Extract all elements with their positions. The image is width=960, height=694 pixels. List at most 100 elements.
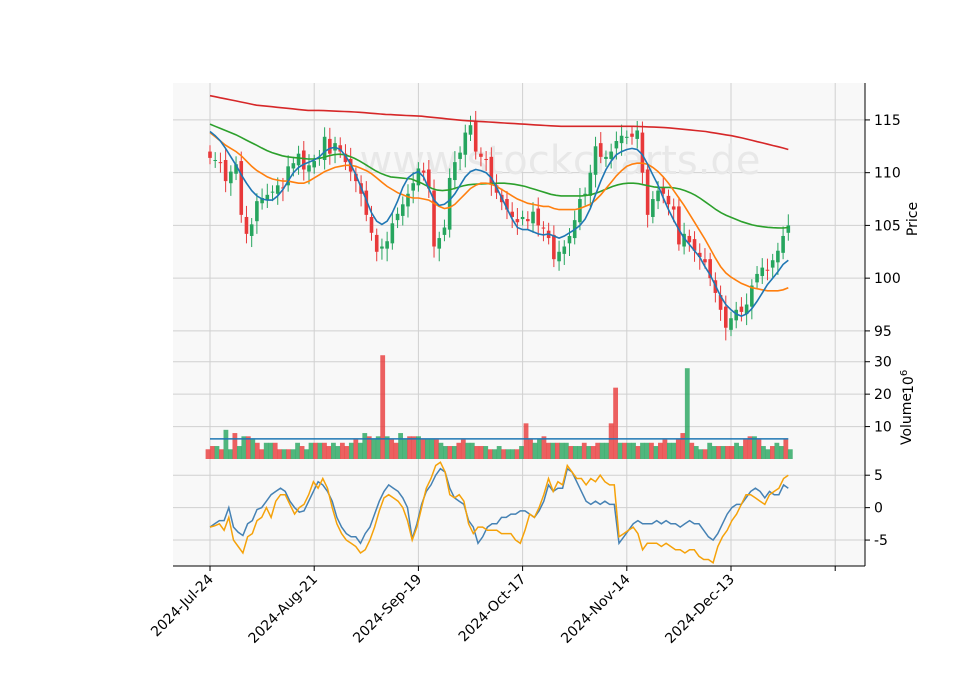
candle-body [718,295,723,310]
candle-body [312,161,316,168]
volume-bar [254,442,260,459]
volume-bar [339,442,345,459]
volume-bar [662,439,668,459]
volume-bar [747,436,753,459]
volume-bar [407,436,412,459]
volume-bar [554,442,560,459]
volume-bar [335,446,341,459]
volume-tick-label: 20 [874,387,892,403]
price-axis-label: Price [905,202,921,236]
volume-bar [684,368,690,459]
volume-bar [420,439,426,459]
candle-body [567,235,572,244]
candle-body [463,132,468,155]
volume-bar [689,442,695,459]
candle-body [301,150,306,170]
volume-bar [720,446,726,459]
candle-body [651,199,655,217]
candle-body [687,235,692,243]
price-tick-label: 100 [874,271,901,287]
candle-body [390,223,395,244]
candle-body [275,185,280,194]
volume-bar [756,439,762,459]
volume-bar [626,442,632,459]
volume-bar [469,442,475,459]
volume-bar [604,442,610,459]
candle-body [723,306,728,328]
candle-body [666,195,671,205]
volume-bar [698,449,704,459]
candle-body [229,171,233,184]
volume-bar [393,442,399,459]
volume-bar [460,439,466,459]
volume-bar [496,446,502,459]
volume-bar [371,439,377,459]
volume-bar [716,446,722,459]
volume-bar [729,446,735,459]
candle-body [531,211,535,224]
candle-body [395,213,400,221]
volume-bar [778,446,784,459]
volume-bar [559,442,565,459]
candle-body [515,219,520,223]
volume-bar [693,446,699,459]
osc-tick-label: 5 [874,468,883,484]
ma-long-line [209,94,789,151]
volume-bar [640,442,645,459]
candle-body [692,239,697,251]
candle-body [385,241,389,249]
candle-body [239,161,244,215]
candle-body [671,206,676,210]
volume-bar [541,436,547,459]
candle-body [697,252,702,258]
candle-body [447,177,452,230]
candle-body [557,251,561,262]
volume-tick-label: 30 [874,355,892,371]
volume-bar [761,446,766,459]
volume-bar [738,446,744,459]
volume-bar [550,442,556,459]
volume-bar [707,442,713,459]
volume-bar [214,446,220,459]
volume-bar [702,449,708,459]
candle-body [786,225,791,233]
x-tick-label: 2024-Aug-21 [246,572,321,647]
volume-bar [644,442,650,459]
candle-body [218,162,223,164]
candle-body [479,153,483,157]
volume-multiplier: 106 [899,370,917,394]
candle-body [291,163,296,169]
candle-body [427,169,431,189]
volume-bar [622,442,627,459]
candle-body [234,164,238,174]
volume-bar [317,442,323,459]
candle-body [520,216,525,220]
volume-bar [725,446,730,459]
candle-body [770,260,775,268]
volume-bar [666,442,672,459]
candle-body [307,165,311,172]
candle-body [536,208,541,226]
candle-body [598,143,603,157]
volume-bar [232,433,238,459]
volume-bar [608,423,614,459]
candle-body [510,211,514,217]
price-panel [173,83,865,352]
candle-body [442,227,447,235]
candle-body [588,172,593,196]
volume-bar [380,355,386,459]
volume-bar [245,436,251,459]
candle-body [593,146,598,175]
volume-bar [447,446,453,459]
candle-body [614,141,619,149]
candle-body [437,238,442,249]
candle-body [374,234,379,252]
volume-bar [510,449,515,459]
candle-body [562,246,567,254]
x-tick-label: 2024-Oct-17 [456,572,530,646]
candle-body [640,132,645,173]
candle-body [484,158,488,161]
candle-body [526,219,530,222]
volume-bar [425,439,430,459]
